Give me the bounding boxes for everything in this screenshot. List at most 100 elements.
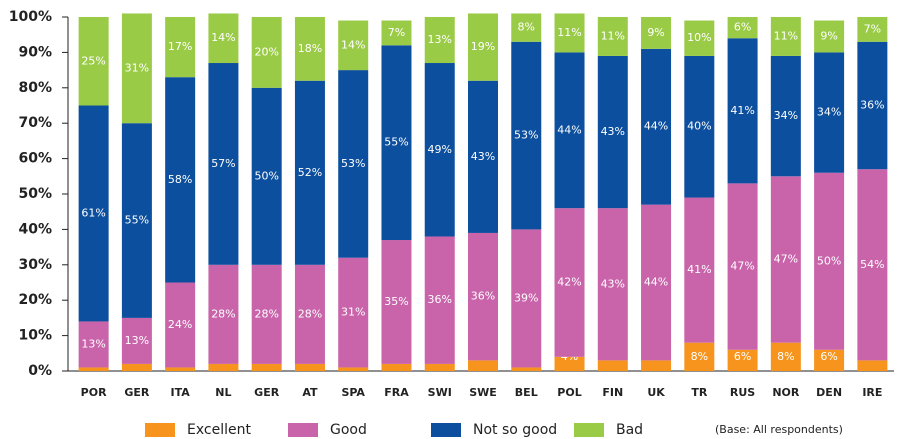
x-tick-label: POR [81,386,107,399]
x-tick-label: TR [691,386,708,399]
value-label: 17% [168,40,192,53]
x-tick-label: SWI [428,386,452,399]
value-label: 43% [471,150,495,163]
value-label: 41% [730,104,754,117]
bar-segment [641,48,672,205]
value-label: 55% [384,136,408,149]
bar-segment [597,55,628,209]
value-label: 31% [341,306,365,319]
value-label: 11% [774,29,798,42]
bar-segment [814,172,845,350]
bar-segment [165,367,196,371]
value-label: 36% [428,293,452,306]
bar-segment [597,17,628,56]
value-label: 34% [774,109,798,122]
x-tick-label: DEN [816,386,842,399]
y-tick-label: 60% [18,151,52,167]
bar-segment [554,208,585,357]
bar-segment [770,17,801,56]
value-label: 35% [384,295,408,308]
value-label: 14% [211,31,235,44]
bar-segment [684,20,715,56]
bar-segment [857,360,888,371]
bar-segment [381,363,412,371]
value-label: 47% [774,252,798,265]
x-tick-label: NL [215,386,231,399]
x-tick-label: POL [557,386,581,399]
value-label: 18% [298,42,322,55]
bar-segment [641,17,672,49]
bar-segment [208,13,239,64]
value-label: 13% [125,334,149,347]
bar-segment [338,367,369,371]
bar-segment [294,17,325,81]
bar-segment [684,55,715,198]
bar-segment [727,349,758,371]
bar-segment [554,13,585,53]
bar-segment [251,87,282,265]
x-tick-label: SPA [341,386,365,399]
bar-segment [554,52,585,209]
value-label: 44% [644,120,668,133]
bar-segment [78,17,109,106]
legend-label: Not so good [473,422,557,438]
bar-segment [381,20,412,46]
bar-segment [208,63,239,265]
bar-segment [468,13,498,81]
bar-segment [251,17,282,88]
value-label: 61% [81,206,105,219]
bar-segment [78,321,109,368]
bar-segment [684,342,715,371]
bar-segment [338,20,369,71]
bar-segment [857,169,888,361]
bar-segment [294,363,325,371]
value-label: 50% [817,254,841,267]
value-label: 28% [211,307,235,320]
y-tick-label: 30% [18,257,52,273]
x-tick-label: NOR [772,386,800,399]
bar-segment [338,70,369,258]
value-label: 9% [820,29,837,42]
x-tick-label: RUS [730,386,755,399]
value-label: 10% [687,31,711,44]
bar-segment [208,264,239,364]
x-tick-label: ITA [171,386,191,399]
x-tick-label: GER [124,386,150,399]
bar-segment [381,240,412,364]
value-label: 6% [734,350,751,363]
value-label: 6% [734,21,751,34]
value-label: 36% [471,290,495,303]
bar-segment [684,197,715,343]
legend-label: Good [330,422,367,438]
value-label: 13% [81,337,105,350]
bar-segment [424,63,455,237]
y-tick-label: 20% [18,292,52,308]
annotation: (Base: All respondents) [715,423,843,436]
bar-segment [511,367,542,371]
legend-swatch [145,423,175,437]
value-label: 40% [687,120,711,133]
bar-segment [121,317,152,364]
value-label: 47% [730,260,754,273]
bar-segment [468,80,498,233]
y-tick-label: 90% [18,44,52,60]
y-tick-label: 80% [18,80,52,96]
bar-segment [424,363,455,371]
bar-segment [511,41,542,230]
value-label: 31% [125,61,149,74]
value-label: 8% [777,350,794,363]
bar-segment [727,17,758,39]
legend-swatch [431,423,461,437]
value-label: 43% [601,277,625,290]
legend-label: Bad [616,422,643,438]
x-tick-label: BEL [515,386,538,399]
x-tick-label: AT [302,386,318,399]
bar-segment [511,229,542,368]
bar-segment [814,20,845,53]
value-label: 24% [168,318,192,331]
value-label: 39% [514,291,538,304]
bar-segment [294,264,325,364]
bar-segment [165,77,196,283]
bar-segment [165,282,196,368]
value-label: 57% [211,157,235,170]
